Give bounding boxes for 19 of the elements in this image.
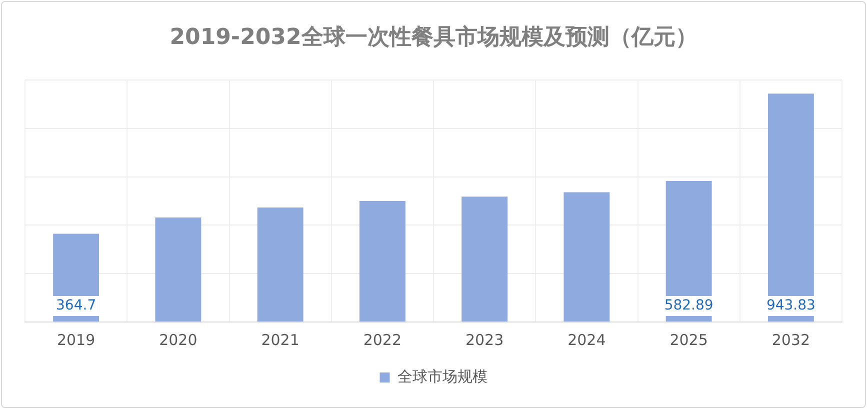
bar	[257, 208, 304, 322]
bar	[564, 192, 610, 322]
x-tick-label: 2032	[772, 330, 810, 349]
x-tick-label: 2020	[159, 330, 198, 349]
x-tick-label: 2022	[363, 330, 402, 349]
x-tick-label: 2025	[670, 330, 708, 349]
data-label: 943.83	[766, 298, 816, 314]
x-tick-label: 2021	[261, 330, 300, 349]
data-label: 364.7	[56, 298, 96, 314]
bar	[359, 201, 406, 322]
x-tick-label: 2019	[56, 330, 96, 349]
data-label: 582.89	[664, 298, 714, 314]
chart-title: 2019-2032全球一次性餐具市场规模及预测（亿元）	[168, 24, 698, 52]
x-tick-label: 2023	[465, 330, 504, 349]
legend-label: 全球市场规模	[397, 367, 488, 386]
bar	[155, 217, 202, 322]
x-tick-label: 2024	[568, 330, 606, 349]
bar	[462, 196, 508, 322]
bar	[768, 94, 814, 322]
